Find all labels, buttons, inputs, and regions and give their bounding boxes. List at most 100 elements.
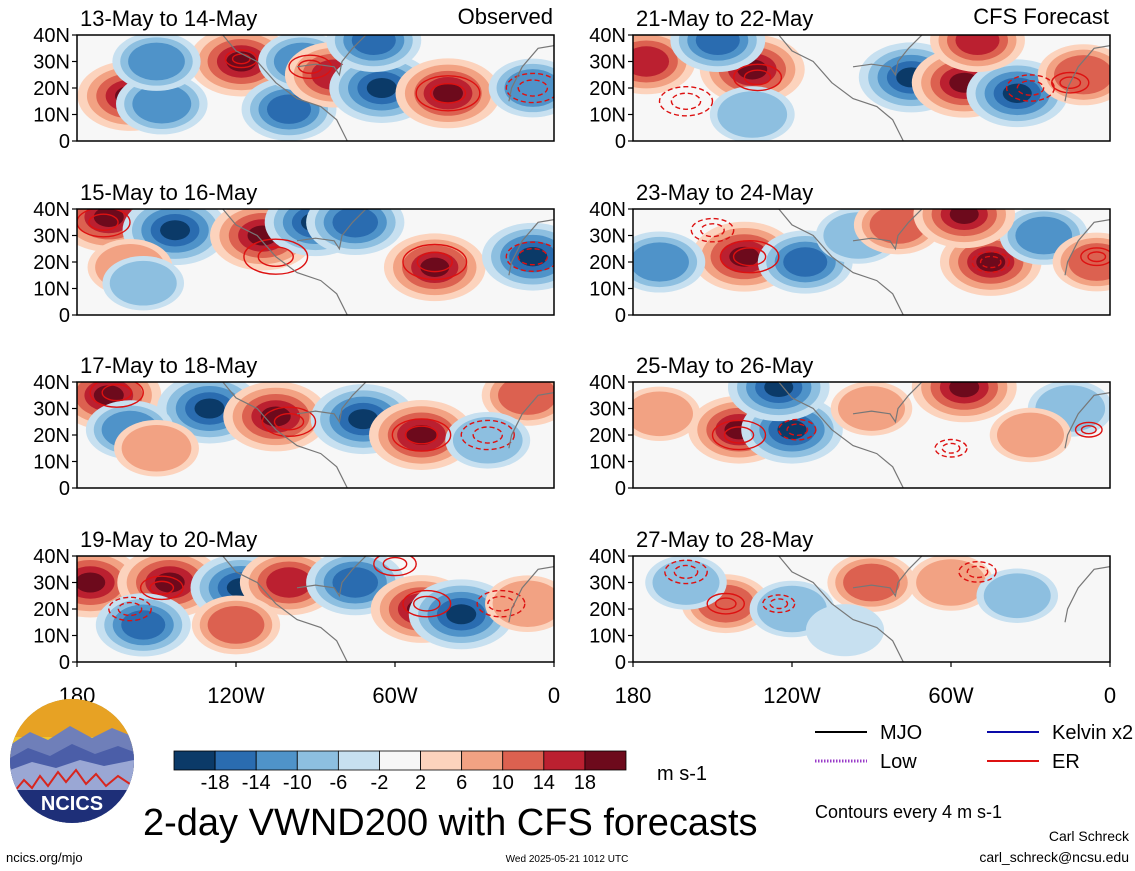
colorbar-label: -18	[201, 772, 230, 794]
er-contour	[261, 406, 317, 438]
er-contour	[732, 247, 767, 267]
colorbar-label: 6	[456, 772, 467, 794]
y-tick-label: 30N	[589, 52, 626, 74]
anomaly-blob	[207, 605, 265, 644]
er-contour	[1016, 80, 1045, 96]
anomaly-blob	[1002, 83, 1032, 103]
colorbar-label: 14	[533, 772, 555, 794]
er-contour	[786, 423, 809, 437]
y-tick-label: 40N	[33, 372, 70, 394]
er-contour	[415, 75, 481, 112]
coastline	[852, 209, 923, 251]
colorbar-swatch	[420, 750, 463, 771]
y-tick-label: 10N	[33, 279, 70, 301]
er-contour	[966, 565, 989, 579]
panel-period: 15-May to 16-May	[80, 180, 257, 205]
panel-2: 21-May to 22-May 40N 30N 20N 10N 0	[589, 6, 1111, 153]
x-axis: 180 120W 60W 0 180 120W 60W 0	[59, 683, 1116, 708]
anomaly-blob	[916, 559, 986, 606]
anomaly-blob	[777, 420, 807, 440]
er-contour	[412, 595, 441, 612]
colorbar-label: 10	[492, 772, 514, 794]
anomaly-blob	[132, 84, 192, 124]
anomaly-blob	[633, 391, 693, 437]
coastline	[508, 45, 554, 102]
author-email[interactable]: carl_schreck@ncsu.edu	[979, 849, 1129, 865]
anomaly-blob	[518, 247, 548, 267]
anomaly-blob	[194, 398, 225, 419]
er-contour	[941, 442, 961, 454]
anomaly-blob	[983, 573, 1051, 619]
logo-text: NCICS	[41, 793, 103, 815]
colorbar-label: -10	[283, 772, 312, 794]
anomaly-blob	[332, 209, 379, 238]
anomaly-field	[77, 35, 554, 141]
anomaly-blob	[949, 382, 980, 398]
anomaly-field	[77, 382, 554, 488]
y-tick-label: 0	[615, 478, 626, 500]
er-contour	[101, 383, 133, 402]
anomaly-blob	[764, 382, 794, 397]
y-tick-label: 30N	[33, 573, 70, 595]
er-contour	[743, 69, 772, 86]
er-contour	[1050, 71, 1090, 94]
coastline	[508, 566, 554, 623]
y-tick-label: 10N	[589, 279, 626, 301]
y-tick-label: 10N	[33, 626, 70, 648]
timestamp: Wed 2025-05-21 1012 UTC	[506, 854, 629, 865]
anomaly-blob	[121, 425, 192, 472]
y-tick-label: 40N	[33, 199, 70, 221]
colorbar: -18 -14 -10 -6 -2 2 6 10 14 18	[173, 750, 627, 794]
y-tick-label: 30N	[33, 399, 70, 421]
colorbar-label: -14	[242, 772, 271, 794]
y-tick-label: 20N	[589, 599, 626, 621]
coastline	[1064, 566, 1110, 623]
er-contour	[971, 251, 1011, 273]
x-tick-label: 0	[1104, 683, 1116, 708]
er-contour	[664, 559, 708, 585]
y-tick-label: 0	[615, 652, 626, 674]
legend-label: ER	[1052, 751, 1080, 773]
er-contour	[139, 575, 184, 601]
anomaly-field	[645, 556, 1110, 662]
coastline	[778, 556, 904, 662]
anomaly-blob	[128, 42, 185, 81]
y-tick-label: 10N	[589, 452, 626, 474]
coastline	[852, 556, 923, 598]
anomaly-blob	[160, 220, 191, 241]
anomaly-blob	[717, 91, 788, 138]
y-tick-label: 40N	[589, 25, 626, 47]
legend-label: Kelvin x2	[1052, 722, 1133, 744]
anomaly-blob	[420, 257, 450, 277]
anomaly-blob	[348, 409, 379, 430]
coastline	[852, 382, 923, 424]
er-contour	[273, 413, 305, 431]
colorbar-swatch	[296, 750, 339, 771]
anomaly-blob	[266, 567, 312, 598]
y-tick-label: 40N	[33, 546, 70, 568]
y-tick-label: 20N	[33, 425, 70, 447]
anomaly-field	[633, 35, 1110, 141]
anomaly-blob	[633, 46, 670, 77]
legend: MJO Kelvin x2 Low ER	[815, 722, 1133, 773]
ncics-logo: NCICS	[10, 699, 134, 823]
y-tick-label: 0	[59, 131, 70, 153]
er-contour	[711, 419, 767, 451]
anomaly-blob	[446, 604, 477, 625]
colorbar-label: 2	[415, 772, 426, 794]
anomaly-blob	[452, 417, 523, 464]
y-tick-label: 30N	[589, 226, 626, 248]
anomaly-blob	[366, 78, 397, 98]
er-contour	[658, 85, 714, 117]
y-tick-label: 0	[615, 305, 626, 327]
y-tick-label: 20N	[589, 252, 626, 274]
website-link[interactable]: ncics.org/mjo	[6, 850, 83, 865]
y-tick-label: 30N	[589, 399, 626, 421]
coastline	[222, 556, 348, 662]
y-tick-label: 40N	[589, 199, 626, 221]
er-contour	[382, 556, 408, 572]
er-contour	[719, 239, 780, 274]
colorbar-swatch	[461, 750, 504, 771]
